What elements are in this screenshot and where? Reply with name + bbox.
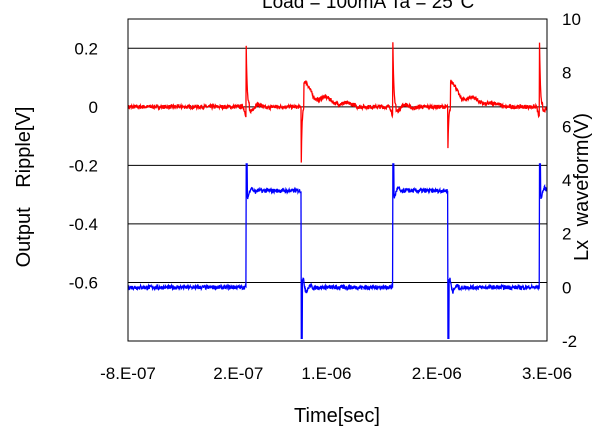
right-axis-title: Lx waveform(V): [571, 113, 593, 261]
y-right-tick-label: 0: [562, 278, 571, 297]
y-right-tick-label: 10: [562, 10, 581, 29]
x-tick-label: 1.E-06: [301, 364, 351, 383]
y-left-tick-label: -0.2: [69, 156, 98, 175]
plot-frame: [127, 18, 548, 342]
left-axis-title: Output Ripple[V]: [13, 107, 35, 268]
grid-lines: [128, 47, 547, 283]
y-left-tick-label: 0.2: [74, 39, 98, 58]
y-right-tick-label: 6: [562, 117, 571, 136]
series-layer: [128, 42, 547, 339]
y-right-tick-label: 8: [562, 64, 571, 83]
lx-waveform-trace: [128, 163, 547, 339]
y-left-tick-label: -0.6: [69, 273, 98, 292]
x-tick-label: 3.E-06: [522, 364, 572, 383]
y-right-tick-label: 2: [562, 225, 571, 244]
y-left-tick-label: -0.4: [69, 215, 98, 234]
x-axis-title: Time[sec]: [294, 405, 380, 427]
y-right-tick-label: 4: [562, 171, 571, 190]
chart-title: Load = 100mA Ta = 25°C: [262, 0, 474, 13]
y-right-tick-label: -2: [562, 332, 577, 351]
x-tick-label: 2.E-07: [213, 364, 263, 383]
y-left-tick-label: 0: [89, 98, 98, 117]
tick-labels: 0.2 0 -0.2 -0.4 -0.6 10 8 6 4 2 0 -2 -8.E-07 2.E-07 1.…: [69, 10, 581, 383]
x-tick-label: -8.E-07: [100, 364, 156, 383]
output-ripple-trace: [128, 42, 547, 163]
x-tick-label: 2.E-06: [412, 364, 462, 383]
